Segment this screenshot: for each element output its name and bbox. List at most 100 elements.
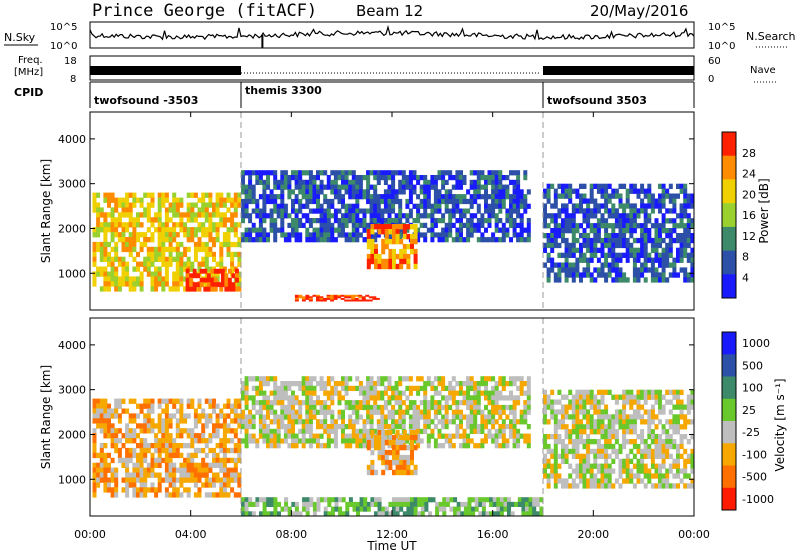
velocity-cells-cell bbox=[632, 453, 637, 459]
power-cells-cell bbox=[154, 246, 159, 253]
velocity-cells-cell bbox=[564, 394, 569, 400]
velocity-cells-cell bbox=[481, 511, 486, 517]
power-cells-cell bbox=[419, 198, 424, 205]
velocity-cells-cell bbox=[92, 413, 97, 419]
power-cells-cell bbox=[647, 257, 652, 263]
velocity-cells-cell bbox=[143, 487, 148, 493]
power-cells-cell bbox=[308, 237, 313, 243]
velocity-cells-cell bbox=[593, 458, 598, 464]
xaxis-label: Time UT bbox=[366, 539, 417, 553]
velocity-cells-cell bbox=[99, 403, 104, 409]
velocity-cells-cell bbox=[366, 469, 371, 476]
power-cells-cell bbox=[557, 213, 562, 219]
power-cells-cell bbox=[190, 281, 195, 287]
velocity-cells-cell bbox=[593, 409, 598, 415]
velocity-cells-cell bbox=[654, 414, 659, 420]
power-cells-cell bbox=[226, 241, 231, 248]
power-cells-cell bbox=[273, 170, 278, 176]
power-cells-cell bbox=[413, 263, 418, 270]
power-cells-cell bbox=[575, 247, 580, 253]
power-cells-cell bbox=[103, 237, 108, 243]
velocity-cells-cell bbox=[255, 400, 260, 406]
velocity-cells-cell bbox=[596, 409, 601, 415]
power-cells-cell bbox=[237, 286, 242, 292]
velocity-cells-cell bbox=[448, 381, 453, 387]
power-cells-cell bbox=[498, 194, 503, 200]
velocity-cells-cell bbox=[459, 419, 463, 425]
freq-panel: Freq. [MHz] 18 8 60 0 Nave bbox=[14, 55, 776, 85]
velocity-cells-cell bbox=[586, 399, 591, 405]
velocity-cells-cell bbox=[564, 434, 569, 440]
velocity-cells-cell bbox=[287, 395, 292, 401]
power-cells-cell bbox=[128, 222, 133, 228]
power-cells-cell bbox=[370, 224, 375, 230]
velocity-cells-cell bbox=[437, 390, 442, 396]
velocity-cells-cell bbox=[96, 452, 101, 459]
power-cells-cell bbox=[154, 281, 159, 287]
velocity-cells-cell bbox=[241, 385, 245, 391]
velocity-cells-cell bbox=[489, 501, 494, 507]
power-cells-cell bbox=[614, 237, 619, 244]
power-cells-cell bbox=[604, 223, 609, 229]
velocity-cells-cell bbox=[96, 413, 101, 419]
velocity-cells-cell bbox=[582, 483, 587, 489]
velocity-cells-cell bbox=[668, 424, 673, 430]
noise-right-tick-bottom: 10^0 bbox=[708, 41, 735, 52]
power-cells-cell bbox=[654, 252, 659, 258]
velocity-cells-cell bbox=[183, 467, 188, 473]
power-cells-cell bbox=[405, 179, 410, 185]
velocity-cells-cell bbox=[398, 414, 403, 420]
power-cells-cell bbox=[197, 266, 202, 272]
power-cells-cell bbox=[255, 227, 260, 233]
velocity-cells-cell bbox=[392, 439, 396, 446]
velocity-cells-cell bbox=[99, 447, 104, 454]
velocity-cells-cell bbox=[582, 458, 587, 464]
power-cells-cell bbox=[193, 241, 198, 248]
velocity-cells-cell bbox=[204, 438, 209, 444]
velocity-cells-cell bbox=[125, 457, 130, 464]
velocity-cells-cell bbox=[305, 428, 310, 434]
velocity-cells-cell bbox=[575, 434, 580, 440]
velocity-cells-cell bbox=[241, 497, 245, 503]
velocity-cells-cell bbox=[523, 433, 528, 439]
power-cells-cell bbox=[96, 241, 101, 248]
power-cells-cell bbox=[416, 208, 421, 214]
velocity-cells-cell bbox=[399, 439, 404, 446]
velocity-cells-cell bbox=[466, 381, 471, 387]
power-cells-cell bbox=[287, 189, 292, 195]
power-cells-cell bbox=[366, 233, 371, 240]
power-cells-cell bbox=[161, 246, 166, 253]
power-cells-cell bbox=[183, 266, 188, 272]
power-cells-cell bbox=[369, 213, 374, 219]
power-cells-cell bbox=[197, 241, 202, 248]
velocity-cells-cell bbox=[444, 395, 449, 401]
velocity-cells-cell bbox=[467, 501, 472, 507]
power-cells-cell bbox=[298, 294, 303, 297]
velocity-cells-cell bbox=[381, 449, 386, 456]
velocity-cells-cell bbox=[654, 483, 659, 489]
velocity-cells-cell bbox=[568, 473, 573, 479]
power-cells-cell bbox=[498, 179, 503, 185]
power-cells-cell bbox=[193, 212, 198, 218]
velocity-cells-cell bbox=[291, 428, 295, 434]
power-cells-cell bbox=[248, 189, 253, 195]
velocity-cells-cell bbox=[323, 409, 328, 415]
velocity-cells-cell bbox=[179, 418, 184, 424]
velocity-cells-cell bbox=[521, 511, 526, 517]
power-cells-cell bbox=[96, 246, 101, 253]
velocity-cells-cell bbox=[575, 429, 580, 435]
velocity-cells-cell bbox=[157, 457, 162, 464]
velocity-cells-cell bbox=[121, 462, 126, 468]
velocity-cells-cell bbox=[114, 467, 119, 473]
velocity-cells-cell bbox=[143, 403, 148, 409]
velocity-cells-cell bbox=[294, 409, 299, 415]
velocity-cells-cell bbox=[103, 403, 108, 409]
velocity-cells-cell bbox=[395, 506, 400, 512]
velocity-cells-cell bbox=[287, 409, 292, 415]
power-cells-cell bbox=[658, 257, 662, 263]
velocity-cells-cell bbox=[351, 428, 356, 434]
velocity-cells-cell bbox=[455, 400, 460, 406]
velocity-cells-cell bbox=[164, 462, 169, 468]
power-cells-cell bbox=[546, 198, 551, 204]
power-cells-cell bbox=[575, 223, 580, 229]
